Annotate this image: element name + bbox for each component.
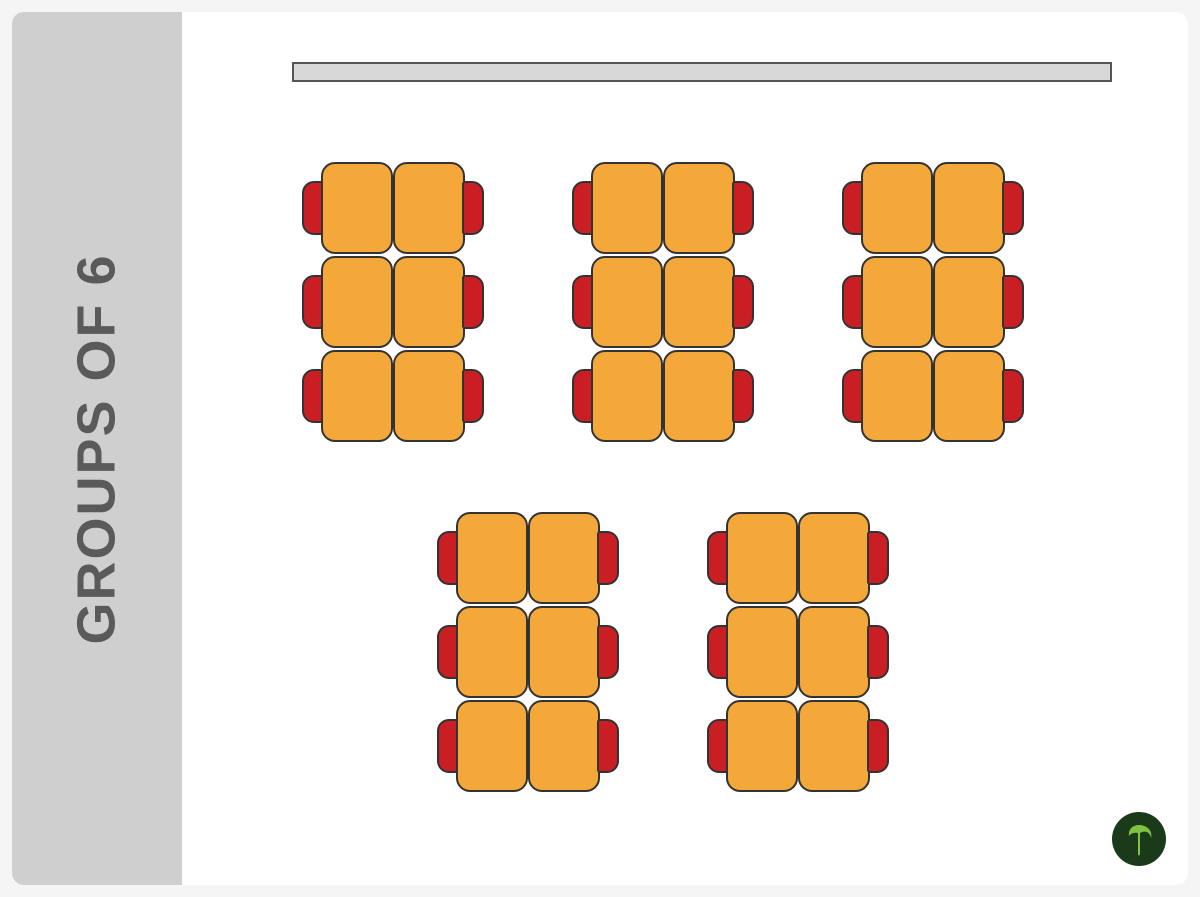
desk [456,700,528,792]
desk [591,256,663,348]
desk [393,162,465,254]
desk-cluster [302,162,490,444]
chair [462,369,484,423]
chair [462,181,484,235]
desk [321,256,393,348]
chair [1002,369,1024,423]
desk [663,350,735,442]
card: GROUPS OF 6 [12,12,1188,885]
desk-cluster [437,512,625,794]
desk [528,512,600,604]
desk [798,700,870,792]
chair [597,625,619,679]
desk [798,512,870,604]
desk [393,256,465,348]
sidebar: GROUPS OF 6 [12,12,182,885]
desk [456,512,528,604]
chair [462,275,484,329]
desk [726,700,798,792]
chair [732,275,754,329]
sidebar-title: GROUPS OF 6 [66,253,128,644]
chair [597,719,619,773]
desk [798,606,870,698]
logo-badge [1112,812,1166,866]
desk [933,256,1005,348]
desk [663,256,735,348]
sprout-icon [1112,812,1166,866]
desk [528,606,600,698]
desk [933,350,1005,442]
desk [321,350,393,442]
desk [861,350,933,442]
chair [1002,275,1024,329]
desk [933,162,1005,254]
desk-cluster [842,162,1030,444]
desk [591,350,663,442]
desk [726,606,798,698]
chair [867,719,889,773]
desk [393,350,465,442]
desk [861,256,933,348]
whiteboard [292,62,1112,82]
chair [597,531,619,585]
desk [528,700,600,792]
desk [591,162,663,254]
desk [321,162,393,254]
desk-cluster [572,162,760,444]
chair [732,181,754,235]
desk [726,512,798,604]
chair [867,625,889,679]
chair [1002,181,1024,235]
desk-cluster [707,512,895,794]
desk [663,162,735,254]
chair [732,369,754,423]
desk [861,162,933,254]
desk [456,606,528,698]
chair [867,531,889,585]
